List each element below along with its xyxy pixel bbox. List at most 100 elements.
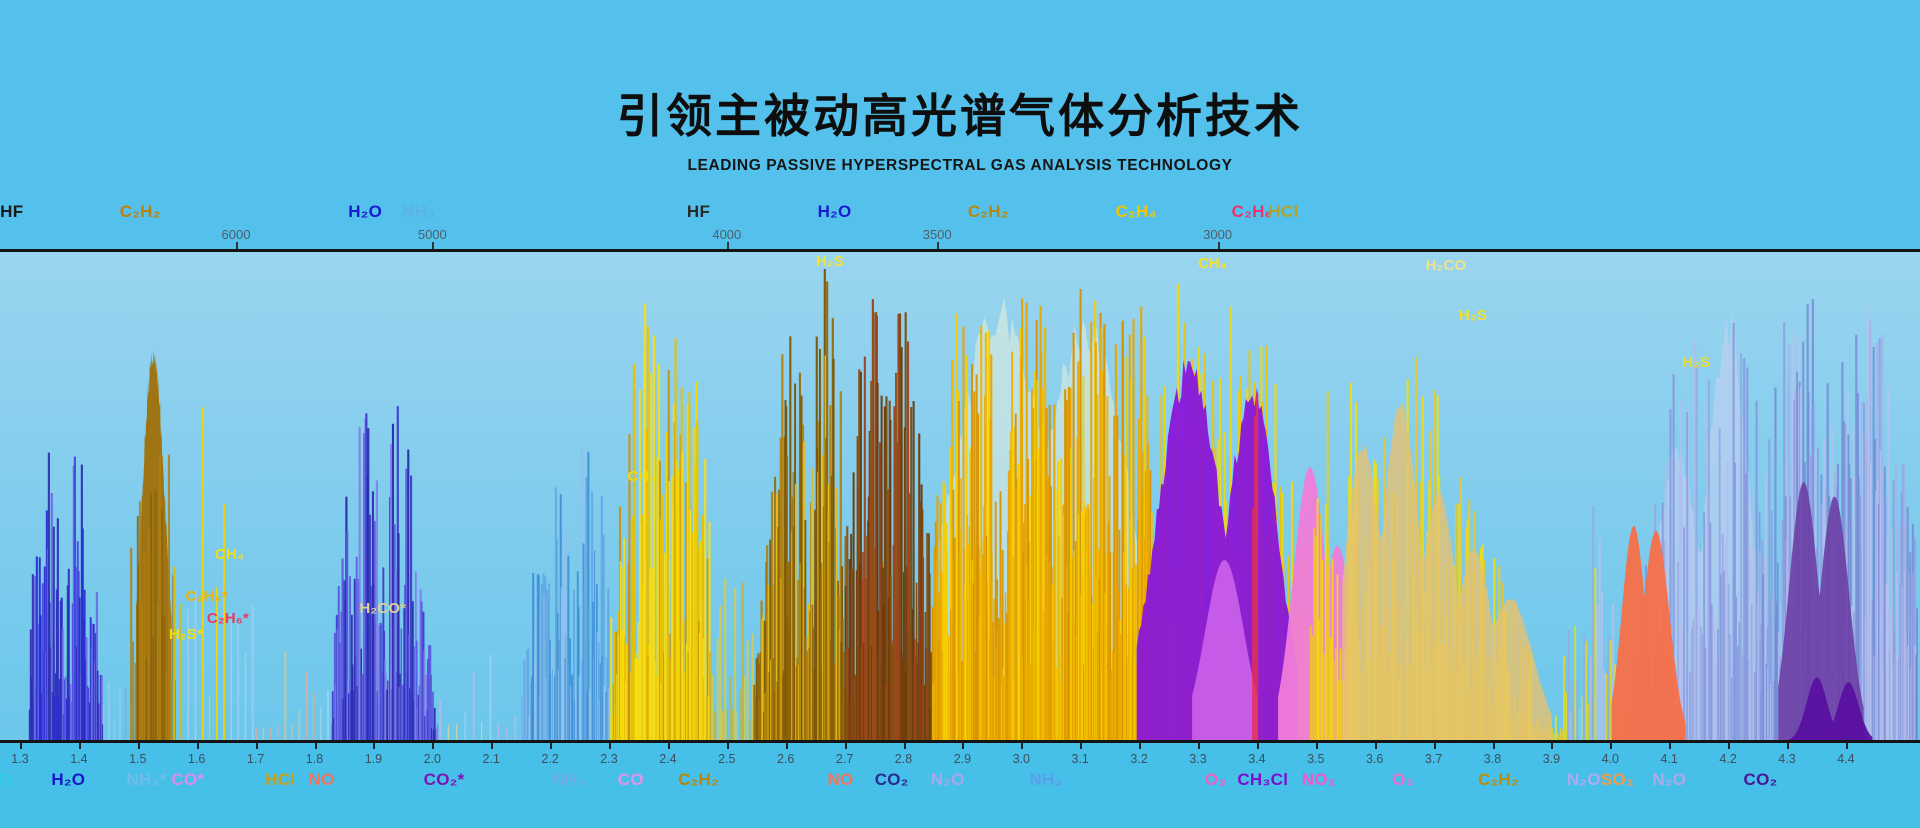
wavenumber-tick-label: 3000 (1203, 227, 1233, 242)
wavelength-tick-label: 2.1 (482, 752, 500, 766)
top-gas-label: H₂O (817, 202, 852, 221)
wavelength-tick-label: 2.8 (894, 752, 913, 766)
wavelength-tick (844, 743, 847, 749)
wavelength-tick (20, 743, 22, 749)
wavelength-tick-label: 1.8 (305, 752, 324, 766)
bottom-gas-label: NO (827, 770, 854, 789)
wavenumber-tick (937, 242, 940, 249)
bottom-gas-label: NH₃* (126, 770, 167, 789)
wavelength-tick-label: 1.5 (129, 752, 147, 766)
wavelength-tick (1551, 743, 1554, 749)
gas-annotation: H₂CO (1425, 257, 1467, 274)
top-gas-label: HF (0, 202, 24, 221)
gas-annotation: H₂CO* (359, 600, 407, 617)
bottom-gas-label: N₂O (1566, 770, 1601, 789)
wavenumber-axis-line (0, 249, 1920, 252)
wavelength-tick (432, 743, 435, 749)
wavelength-tick-label: 1.3 (11, 752, 29, 766)
bottom-gas-label: NH₃ (552, 770, 586, 789)
bottom-gas-label: NO₂ (1301, 770, 1336, 789)
gas-annotation: H₂S (1459, 307, 1488, 324)
wavelength-tick-label: 3.5 (1307, 752, 1325, 766)
spectral-bands (28, 269, 1918, 741)
bottom-gas-label: NH₃ (1029, 770, 1063, 789)
wavelength-tick-label: 4.3 (1778, 752, 1796, 766)
wavenumber-tick-label: 3500 (922, 227, 952, 242)
top-gas-label: NH₃ (402, 202, 436, 221)
wavelength-tick-label: 1.4 (70, 752, 88, 766)
wavelength-tick (1433, 743, 1436, 749)
wavelength-tick (667, 743, 670, 749)
wavelength-tick (78, 743, 81, 749)
wavelength-tick (1610, 743, 1613, 749)
wavelength-tick (1256, 743, 1259, 749)
wavenumber-tick (726, 242, 729, 249)
wavelength-tick-label: 3.6 (1365, 752, 1384, 766)
bottom-gas-label: CO₂ (1743, 770, 1778, 789)
wavelength-tick (1845, 743, 1848, 749)
wavelength-tick-label: 4.0 (1601, 752, 1619, 766)
wavelength-tick (491, 743, 494, 749)
bottom-gas-label: HCl (265, 770, 296, 789)
wavelength-tick-label: 3.9 (1542, 752, 1561, 766)
page-title: 引领主被动高光谱气体分析技术 (617, 90, 1303, 142)
bottom-gas-label: N₂O (1652, 770, 1687, 789)
gas-annotation: H₂S (1682, 354, 1711, 371)
top-gas-label: C₂H₂ (119, 202, 161, 221)
top-gas-label: HF (686, 202, 711, 221)
wavelength-tick-label: 3.1 (1071, 752, 1089, 766)
bottom-gas-label: O₃ (1204, 770, 1227, 789)
wavelength-tick (1669, 743, 1672, 749)
wavelength-tick (962, 743, 965, 749)
gas-annotation: H₂S (815, 253, 844, 270)
wavelength-tick-label: 3.0 (1012, 752, 1030, 766)
wavelength-tick-label: 3.7 (1424, 752, 1443, 766)
wavelength-tick (1315, 743, 1318, 749)
wavelength-tick-label: 4.2 (1719, 752, 1737, 766)
wavenumber-tick (1217, 242, 1220, 249)
wavelength-tick (903, 743, 906, 749)
wavelength-tick-label: 3.4 (1248, 752, 1266, 766)
wavelength-tick-label: 2.3 (600, 752, 618, 766)
wavelength-tick (1787, 743, 1789, 749)
gas-annotation: C₂H₆* (206, 610, 249, 627)
gas-annotation: CH₄ (627, 468, 657, 485)
wavelength-tick (550, 743, 553, 749)
wavelength-tick (1728, 743, 1731, 749)
wavelength-tick (785, 743, 788, 749)
top-gas-label: C₂H₆ (1231, 202, 1273, 221)
wavelength-tick-label: 1.6 (187, 752, 206, 766)
gas-annotation: H₂S* (169, 626, 204, 643)
wavelength-tick-label: 1.9 (364, 752, 383, 766)
bottom-gas-label: CO (617, 770, 644, 789)
wavenumber-tick (432, 242, 435, 249)
wavelength-tick (1080, 743, 1083, 749)
bottom-gas-label: SO₂ (1600, 770, 1634, 789)
wavelength-tick (1374, 743, 1377, 749)
top-gas-label: H₂O (348, 202, 383, 221)
wavelength-axis-line (0, 740, 1920, 743)
wavelength-tick-label: 2.6 (776, 752, 795, 766)
wavelength-tick (137, 743, 140, 749)
wavelength-tick (314, 743, 317, 749)
wavelength-tick-label: 2.5 (718, 752, 736, 766)
bottom-gas-label: O₂ (0, 770, 20, 789)
gas-annotation: CH₄ (214, 546, 245, 563)
gas-annotation: C₂H₄* (185, 588, 228, 605)
wavelength-tick-label: 2.4 (659, 752, 677, 766)
wavelength-tick (726, 743, 729, 749)
bottom-gas-label: CH₃Cl (1237, 770, 1289, 789)
top-gas-label: HCl (1268, 202, 1299, 221)
wavelength-tick (1198, 743, 1200, 749)
bottom-gas-label: NO (308, 770, 335, 789)
wavenumber-tick (236, 242, 238, 249)
wavelength-tick (1492, 743, 1495, 749)
wavelength-tick (255, 743, 258, 749)
bottom-gas-label: CO₂ (874, 770, 909, 789)
bottom-gas-label: CO* (171, 770, 205, 789)
wavelength-tick (373, 743, 376, 749)
bottom-gas-label: O₃ (1392, 770, 1414, 789)
wavelength-tick-label: 3.8 (1483, 752, 1502, 766)
